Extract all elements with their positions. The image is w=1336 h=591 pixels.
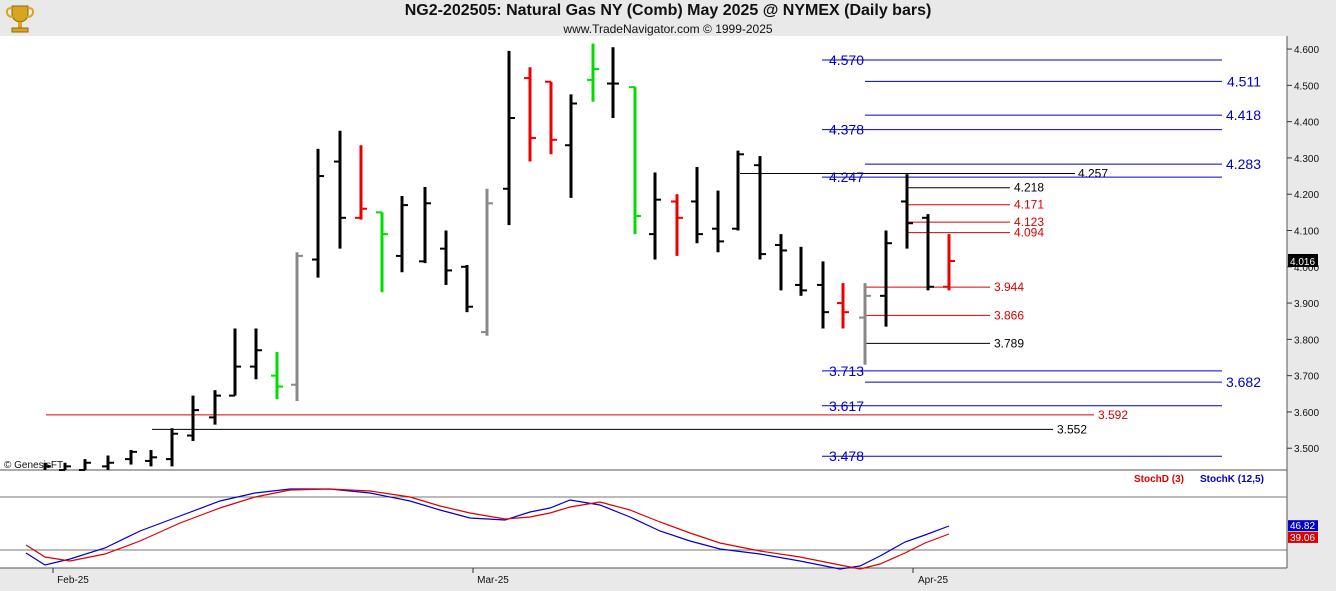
- legend-stochk: StochK (12,5): [1200, 474, 1264, 485]
- y-tick-label: 4.500: [1294, 81, 1319, 92]
- y-tick-label: 3.700: [1294, 372, 1319, 383]
- stochd-value-label: 39.06: [1290, 533, 1315, 544]
- legend-stochd: StochD (3): [1134, 474, 1184, 485]
- stoch-panel-bg: [0, 470, 1287, 568]
- level-label: 4.123: [1014, 215, 1044, 229]
- level-label: 4.418: [1226, 107, 1261, 123]
- level-label: 4.283: [1226, 156, 1261, 172]
- chart-title: NG2-202505: Natural Gas NY (Comb) May 20…: [404, 2, 932, 19]
- level-label: 4.094: [1014, 226, 1044, 240]
- level-label: 4.171: [1014, 198, 1044, 212]
- level-label: 4.247: [829, 169, 864, 185]
- level-label: 3.944: [994, 280, 1024, 294]
- ohlc-bars: [43, 43, 955, 471]
- level-label: 4.257: [1078, 167, 1108, 181]
- stoch-axis-bg: [1287, 470, 1336, 568]
- y-tick-label: 4.400: [1294, 118, 1319, 129]
- stochk-value-marker: [1288, 520, 1318, 532]
- watermark: © GenesisFT: [4, 460, 63, 471]
- level-label: 3.617: [829, 398, 864, 414]
- level-label: 3.713: [829, 363, 864, 379]
- last-price-marker: [1288, 253, 1318, 267]
- price-axis: 4.600 4.500 4.400 4.300 4.200 4.100 4.000 3.900…: [1287, 45, 1319, 455]
- y-tick-label: 4.600: [1294, 45, 1319, 56]
- level-label: 4.218: [1014, 181, 1044, 195]
- y-tick-label: 3.600: [1294, 408, 1319, 419]
- stochk-line: [25, 488, 950, 570]
- y-tick-label: 4.000: [1294, 263, 1319, 274]
- chart-subtitle: www.TradeNavigator.com © 1999-2025: [563, 22, 773, 36]
- level-lines: 4.570 4.511 4.418 4.378 4.283 4.257 4.247 4.218…: [46, 52, 1261, 464]
- level-label: 3.866: [994, 308, 1024, 322]
- date-axis: Feb-25 Mar-25 Apr-25: [52, 568, 948, 586]
- x-tick-label: Mar-25: [477, 575, 509, 586]
- stochd-line: [25, 488, 950, 570]
- y-tick-label: 3.500: [1294, 444, 1319, 455]
- x-tick-label: Feb-25: [57, 575, 89, 586]
- level-label: 3.592: [1098, 408, 1128, 422]
- y-tick-label: 4.300: [1294, 154, 1319, 165]
- level-label: 4.511: [1227, 73, 1261, 89]
- level-label: 4.378: [829, 122, 864, 138]
- y-tick-label: 4.200: [1294, 190, 1319, 201]
- stochk-value-label: 46.82: [1290, 521, 1315, 532]
- y-tick-label: 3.800: [1294, 335, 1319, 346]
- level-label: 4.570: [829, 52, 864, 68]
- level-label: 3.478: [829, 448, 864, 464]
- level-label: 3.682: [1226, 374, 1261, 390]
- stochd-value-marker: [1288, 531, 1318, 543]
- y-tick-label: 3.900: [1294, 299, 1319, 310]
- level-label: 3.552: [1057, 422, 1087, 436]
- level-label: 3.789: [994, 336, 1024, 350]
- price-axis-bg: [1287, 36, 1336, 470]
- x-tick-label: Apr-25: [918, 575, 948, 586]
- last-price-label: 4.016: [1290, 257, 1315, 268]
- trophy-logo-icon: [3, 3, 37, 35]
- y-tick-label: 4.100: [1294, 227, 1319, 238]
